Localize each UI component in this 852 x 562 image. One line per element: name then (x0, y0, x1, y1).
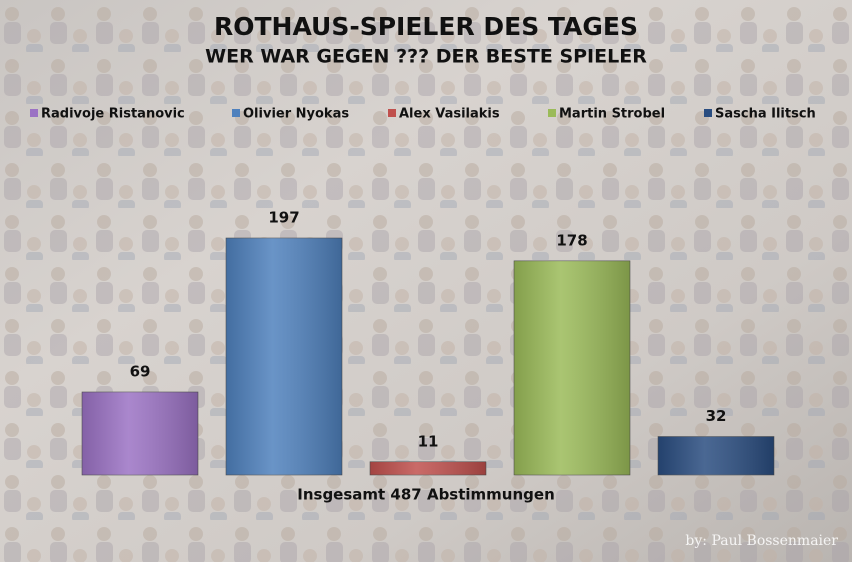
legend-swatch (548, 109, 556, 117)
bar-shading (514, 260, 630, 475)
legend-label: Olivier Nyokas (243, 107, 349, 122)
legend-swatch (388, 109, 396, 117)
bar-shading (370, 461, 486, 475)
bar-shading (82, 391, 198, 475)
legend-swatch (704, 109, 712, 117)
chart-title: ROTHAUS-SPIELER DES TAGES (214, 12, 638, 41)
bar-shading (658, 436, 774, 475)
credit: by: Paul Bossenmaier (685, 533, 838, 549)
value-label: 178 (556, 231, 587, 249)
chart-subtitle: WER WAR GEGEN ??? DER BESTE SPIELER (205, 46, 647, 68)
value-label: 11 (418, 432, 439, 450)
x-axis-label: Insgesamt 487 Abstimmungen (297, 486, 555, 504)
legend-label: Radivoje Ristanovic (41, 107, 185, 122)
value-label: 69 (130, 362, 151, 380)
legend-label: Sascha Ilitsch (715, 107, 816, 122)
legend-label: Martin Strobel (559, 107, 665, 122)
value-label: 32 (706, 407, 727, 425)
legend-swatch (232, 109, 240, 117)
legend-swatch (30, 109, 38, 117)
value-label: 197 (268, 209, 299, 227)
bar-shading (226, 238, 342, 475)
legend-label: Alex Vasilakis (399, 107, 500, 122)
